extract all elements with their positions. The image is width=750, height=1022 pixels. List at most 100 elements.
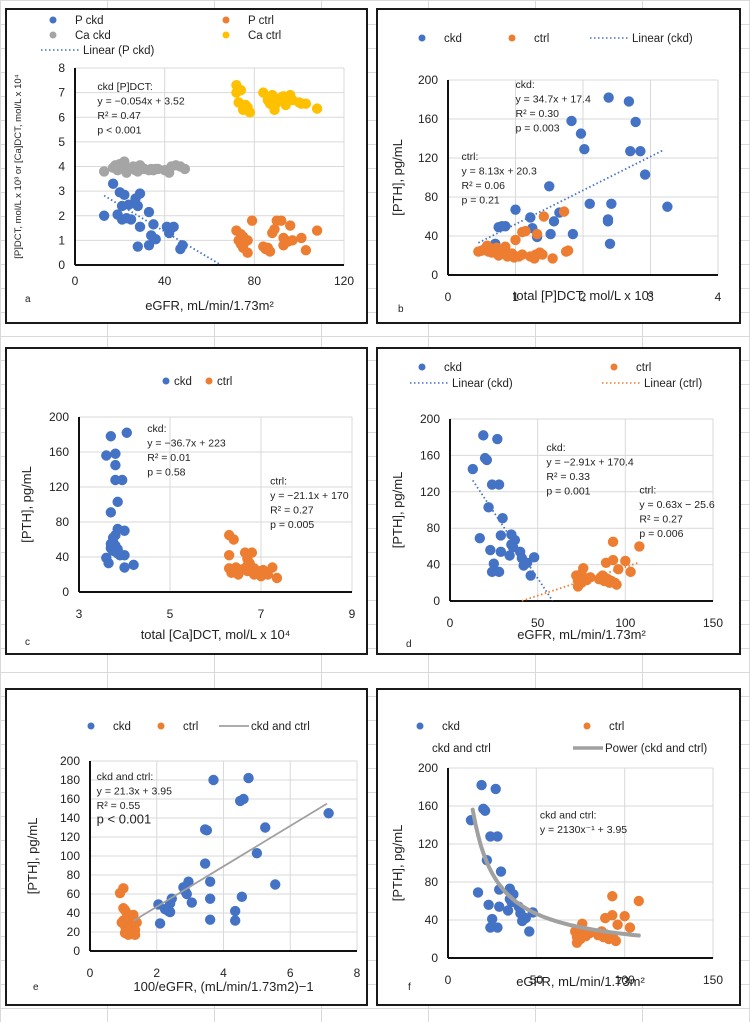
data-point-ca-ctrl[interactable] [311, 103, 323, 114]
data-point-ckd[interactable] [575, 128, 587, 139]
data-point-ca-ctrl[interactable] [235, 84, 247, 96]
data-point-ca-ckd[interactable] [179, 163, 191, 175]
data-point-ckd[interactable] [510, 204, 521, 215]
data-point-ckd[interactable] [103, 557, 114, 569]
data-point-ctrl[interactable] [607, 536, 619, 548]
data-point-ckd[interactable] [625, 145, 636, 157]
data-point-ckd[interactable] [128, 559, 139, 571]
data-point-p-ctrl[interactable] [264, 246, 276, 257]
data-point-ckd[interactable] [630, 116, 641, 128]
data-point-ctrl[interactable] [578, 563, 589, 574]
data-point-ckd[interactable] [208, 774, 219, 786]
data-point-p-ckd[interactable] [107, 178, 119, 189]
data-point-ckd[interactable] [119, 562, 130, 573]
data-point-ckd[interactable] [566, 115, 577, 127]
data-point-ckd[interactable] [486, 913, 498, 925]
data-point-ckd[interactable] [238, 793, 249, 805]
data-point-ckd[interactable] [602, 216, 614, 227]
data-point-ckd[interactable] [270, 879, 281, 890]
data-point-ckd[interactable] [635, 145, 646, 157]
data-point-ctrl[interactable] [607, 554, 619, 566]
data-point-ctrl[interactable] [633, 895, 644, 907]
data-point-ctrl[interactable] [267, 562, 278, 573]
data-point-p-ckd[interactable] [123, 199, 134, 210]
data-point-ctrl[interactable] [119, 927, 131, 939]
data-point-ckd[interactable] [119, 525, 130, 536]
data-point-ckd[interactable] [584, 198, 595, 210]
data-point-ctrl[interactable] [620, 555, 631, 567]
data-point-ckd[interactable] [243, 772, 254, 784]
data-point-ctrl[interactable] [246, 547, 258, 558]
data-point-ctrl[interactable] [607, 891, 618, 902]
data-point-ckd[interactable] [567, 228, 579, 240]
data-point-ctrl[interactable] [520, 225, 531, 237]
data-point-ckd[interactable] [181, 888, 192, 900]
data-point-ctrl[interactable] [537, 249, 548, 260]
data-point-ckd[interactable] [485, 544, 496, 556]
data-point-ckd[interactable] [502, 905, 514, 916]
data-point-ctrl[interactable] [538, 211, 550, 222]
data-point-ckd[interactable] [604, 238, 616, 249]
data-point-ctrl[interactable] [558, 206, 570, 217]
data-point-p-ckd[interactable] [134, 221, 146, 233]
data-point-ctrl[interactable] [612, 919, 623, 930]
data-point-ckd[interactable] [110, 448, 121, 459]
data-point-ctrl[interactable] [228, 534, 239, 545]
data-point-p-ctrl[interactable] [287, 235, 298, 246]
data-point-ckd[interactable] [639, 169, 651, 180]
data-point-ckd[interactable] [229, 915, 241, 926]
data-point-p-ctrl[interactable] [285, 220, 296, 231]
data-point-p-ckd[interactable] [134, 188, 146, 199]
data-point-ckd[interactable] [204, 914, 216, 925]
data-point-p-ctrl[interactable] [276, 215, 287, 226]
data-point-ctrl[interactable] [585, 572, 596, 583]
data-point-p-ctrl[interactable] [242, 247, 253, 258]
data-point-ctrl[interactable] [271, 572, 283, 584]
data-point-p-ckd[interactable] [132, 200, 143, 212]
data-point-ckd[interactable] [483, 899, 494, 910]
chart-panel-a[interactable]: 0 1 2 3 4 5 6 7 8 0 40 80 120 eGFR, mL/min/1.73m² [P]D… [5, 8, 368, 324]
data-point-p-ckd[interactable] [177, 240, 188, 251]
data-point-ctrl[interactable] [611, 579, 622, 590]
chart-panel-c[interactable]: 0 40 80 120 160 200 3 5 7 9 total [Ca]DCT, mol/L x… [5, 347, 368, 655]
data-point-ckd[interactable] [119, 550, 130, 561]
data-point-ctrl[interactable] [562, 245, 574, 256]
data-point-ckd[interactable] [495, 530, 507, 541]
data-point-ctrl[interactable] [634, 541, 645, 552]
data-point-ckd[interactable] [603, 92, 614, 103]
chart-panel-d[interactable]: 0 40 80 120 160 200 0 50 100 150 eGFR, mL/min/1.73… [376, 347, 741, 655]
data-point-p-ckd[interactable] [143, 240, 155, 251]
data-point-ckd[interactable] [474, 533, 486, 544]
data-point-ckd[interactable] [260, 822, 271, 833]
chart-panel-b[interactable]: 0 40 80 120 160 200 0 1 2 3 4 total [P]DCT, mol/L x… [376, 8, 741, 324]
data-point-ckd[interactable] [493, 479, 505, 490]
data-point-ckd[interactable] [520, 912, 531, 924]
data-point-ctrl[interactable] [223, 550, 235, 561]
data-point-ckd[interactable] [579, 144, 590, 155]
data-point-ckd[interactable] [488, 558, 500, 569]
data-point-p-ctrl[interactable] [246, 215, 258, 226]
data-point-p-ckd[interactable] [119, 189, 130, 201]
data-point-ckd[interactable] [154, 918, 166, 929]
data-point-p-ctrl[interactable] [296, 232, 307, 244]
chart-panel-e[interactable]: 0 20 40 60 80 100 120 140 160 180 200 0 2 4 6 8 100/eGFR… [5, 688, 368, 1006]
data-point-ckd[interactable] [478, 430, 489, 441]
data-point-ctrl[interactable] [500, 241, 511, 252]
data-point-ckd[interactable] [493, 566, 505, 578]
data-point-ckd[interactable] [479, 805, 491, 816]
data-point-ckd[interactable] [544, 181, 555, 192]
data-point-ckd[interactable] [494, 901, 505, 912]
data-point-ckd[interactable] [524, 926, 535, 937]
data-point-ckd[interactable] [101, 450, 112, 461]
data-point-p-ckd[interactable] [168, 221, 179, 233]
data-point-ca-ctrl[interactable] [300, 98, 312, 109]
data-point-ctrl[interactable] [607, 910, 618, 921]
data-point-ctrl[interactable] [619, 911, 630, 922]
data-point-p-ckd[interactable] [125, 214, 137, 225]
data-point-ckd[interactable] [481, 454, 493, 466]
data-point-ckd[interactable] [117, 474, 128, 486]
data-point-ckd[interactable] [525, 212, 536, 223]
data-point-ctrl[interactable] [510, 234, 521, 246]
data-point-ckd[interactable] [548, 216, 560, 227]
data-point-ckd[interactable] [483, 502, 494, 513]
